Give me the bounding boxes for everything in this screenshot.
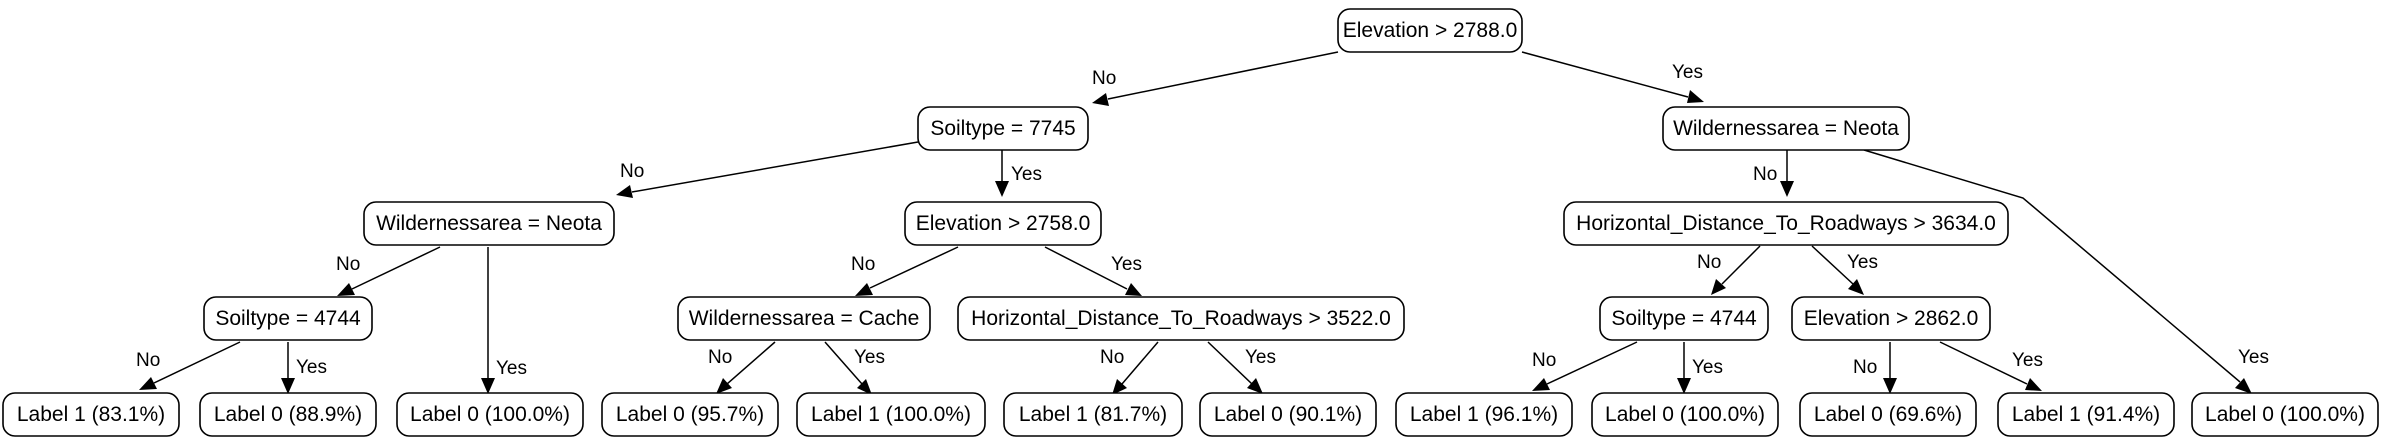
node-soiltype-7745: Soiltype = 7745 [917,106,1089,151]
edge-soiltype-7745-to-elevation-2758: Yes [995,150,1042,197]
svg-text:Wildernessarea = Neota: Wildernessarea = Neota [376,212,602,235]
svg-text:Soiltype = 7745: Soiltype = 7745 [930,117,1075,140]
edge-root-to-wildernessarea-neota: Yes [1521,51,1704,103]
edge-label-no: No [1092,68,1116,89]
edge-elevation-2862-to-label-1-91: Yes [1939,341,2043,391]
svg-text:Horizontal_Distance_To_Roadway: Horizontal_Distance_To_Roadways > 3522.0 [971,307,1391,330]
edge-soiltype-7745-to-wildernessarea-neota: No [616,141,919,198]
leaf-label-0-95: Label 0 (95.7%) [601,392,779,437]
edge-label-yes: Yes [854,347,885,368]
edge-elevation-2862-to-label-0-69: No [1853,342,1897,394]
edge-label-no: No [851,254,875,275]
svg-text:Label 1 (83.1%): Label 1 (83.1%) [17,403,165,426]
svg-text:Label 0 (100.0%): Label 0 (100.0%) [2205,403,2365,426]
edge-label-no: No [136,350,160,371]
edge-root-to-soiltype-7745: No [1092,51,1339,106]
svg-text:Label 0 (90.1%): Label 0 (90.1%) [1214,403,1362,426]
svg-text:Horizontal_Distance_To_Roadway: Horizontal_Distance_To_Roadways > 3634.0 [1576,212,1996,235]
edge-elevation-2758-to-horizontal-distance-3522: Yes [1044,246,1142,296]
edge-wildernessarea-neota-to-soiltype-4744: No [336,246,441,296]
svg-text:Elevation > 2862.0: Elevation > 2862.0 [1804,307,1979,330]
node-horizontal-distance-3522: Horizontal_Distance_To_Roadways > 3522.0 [957,296,1405,341]
svg-text:Label 0 (69.6%): Label 0 (69.6%) [1814,403,1962,426]
svg-text:Label 0 (95.7%): Label 0 (95.7%) [616,403,764,426]
svg-text:Label 1 (81.7%): Label 1 (81.7%) [1019,403,1167,426]
leaf-label-1-83: Label 1 (83.1%) [2,392,180,437]
svg-text:Label 1 (96.1%): Label 1 (96.1%) [1410,403,1558,426]
node-wildernessarea-neota-right: Wildernessarea = Neota [1662,106,1910,151]
edge-horizontal-distance-3522-to-label-0-90: Yes [1207,341,1276,394]
edge-horizontal-distance-3634-to-soiltype-4744: No [1697,245,1761,295]
leaf-label-0-90: Label 0 (90.1%) [1199,392,1377,437]
svg-text:Label 1 (91.4%): Label 1 (91.4%) [2012,403,2160,426]
edge-wildernessarea-neota-to-label-0-100: Yes [481,247,527,394]
edge-wildernessarea-neota-to-horizontal-distance-3634: No [1753,150,1794,197]
edge-wildernessarea-cache-to-label-1-100: Yes [824,341,885,395]
node-soiltype-4744-left: Soiltype = 4744 [203,296,373,341]
edge-soiltype-4744-right-to-label-0-100: Yes [1677,342,1723,394]
edge-label-yes: Yes [1672,62,1703,83]
svg-text:Label 0 (100.0%): Label 0 (100.0%) [1605,403,1765,426]
leaf-label-1-100: Label 1 (100.0%) [796,392,986,437]
edge-label-no: No [1753,164,1777,185]
leaf-label-0-69: Label 0 (69.6%) [1799,392,1977,437]
edge-label-yes: Yes [2238,347,2269,368]
edge-label-yes: Yes [1847,252,1878,273]
svg-text:Elevation > 2758.0: Elevation > 2758.0 [916,212,1091,235]
edge-label-yes: Yes [296,357,327,378]
svg-text:Wildernessarea = Cache: Wildernessarea = Cache [689,307,920,330]
node-wildernessarea-cache: Wildernessarea = Cache [677,296,931,341]
edge-soiltype-4744-to-label-1-83: No [136,341,241,390]
edge-label-yes: Yes [1111,254,1142,275]
edge-label-no: No [620,161,644,182]
edge-horizontal-distance-3634-to-elevation-2862: Yes [1811,245,1878,295]
edge-label-yes: Yes [496,358,527,379]
edge-label-no: No [708,347,732,368]
leaf-label-1-81: Label 1 (81.7%) [1003,392,1183,437]
edge-label-yes: Yes [2012,350,2043,371]
edge-soiltype-4744-to-label-0-88: Yes [281,342,327,394]
svg-text:Soiltype = 4744: Soiltype = 4744 [215,307,361,330]
edge-label-no: No [1100,347,1124,368]
node-horizontal-distance-3634: Horizontal_Distance_To_Roadways > 3634.0 [1563,201,2009,246]
edge-label-no: No [1697,252,1721,273]
leaf-label-0-100-b: Label 0 (100.0%) [1591,392,1779,437]
svg-text:Label 0 (88.9%): Label 0 (88.9%) [214,403,362,426]
svg-text:Wildernessarea = Neota: Wildernessarea = Neota [1673,117,1899,140]
leaf-label-0-100-a: Label 0 (100.0%) [396,392,584,437]
leaf-label-1-96: Label 1 (96.1%) [1395,392,1573,437]
edge-label-no: No [1532,350,1556,371]
leaf-label-0-88: Label 0 (88.9%) [199,392,377,437]
edge-horizontal-distance-3522-to-label-1-81: No [1100,341,1159,395]
svg-text:Label 1 (100.0%): Label 1 (100.0%) [811,403,971,426]
edge-label-yes: Yes [1011,164,1042,185]
node-wildernessarea-neota-left: Wildernessarea = Neota [363,201,615,246]
node-elevation-2862: Elevation > 2862.0 [1791,296,1991,341]
node-soiltype-4744-right: Soiltype = 4744 [1599,296,1769,341]
edge-label-yes: Yes [1245,347,1276,368]
edge-wildernessarea-neota-to-label-0-100-right: Yes [1863,149,2269,394]
edge-soiltype-4744-right-to-label-1-96: No [1532,341,1638,391]
edge-wildernessarea-cache-to-label-0-95: No [708,341,776,394]
svg-text:Elevation > 2788.0: Elevation > 2788.0 [1343,19,1518,42]
leaf-label-0-100-c: Label 0 (100.0%) [2191,392,2379,437]
node-elevation-2788: Elevation > 2788.0 [1337,8,1523,53]
node-elevation-2758: Elevation > 2758.0 [904,201,1102,246]
leaf-label-1-91: Label 1 (91.4%) [1997,392,2175,437]
edge-label-no: No [336,254,360,275]
edge-label-no: No [1853,357,1877,378]
edge-label-yes: Yes [1692,357,1723,378]
edge-elevation-2758-to-wildernessarea-cache: No [851,246,959,296]
svg-text:Label 0 (100.0%): Label 0 (100.0%) [410,403,570,426]
svg-text:Soiltype = 4744: Soiltype = 4744 [1611,307,1757,330]
